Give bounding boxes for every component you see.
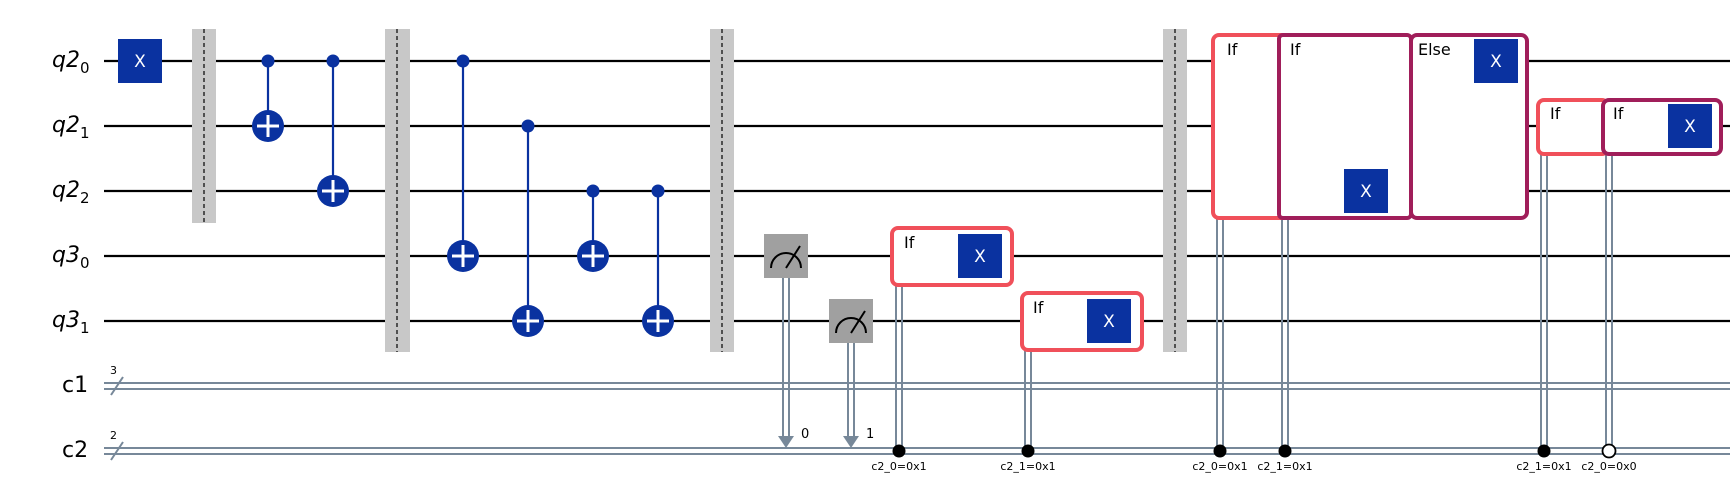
cnot-q2-2-q3-1 bbox=[642, 184, 674, 337]
x-gate bbox=[1344, 169, 1388, 213]
control-dot bbox=[261, 54, 275, 68]
barriers bbox=[192, 29, 1187, 352]
classical-wires: 3 2 bbox=[104, 364, 1730, 461]
condition-label: c2_1=0x1 bbox=[1257, 460, 1312, 473]
condition-dot bbox=[1021, 444, 1035, 458]
condition-label: c2_1=0x1 bbox=[1000, 460, 1055, 473]
condition-label: c2_0=0x0 bbox=[1581, 460, 1636, 473]
condition-dot bbox=[892, 444, 906, 458]
measure-bit-0: 0 bbox=[801, 427, 809, 442]
if-block-q3-1: If X c2_1=0x1 bbox=[1000, 291, 1144, 473]
condition-open-dot bbox=[1601, 443, 1617, 459]
cnot-q2-2-q3-0 bbox=[577, 184, 609, 272]
c1-bus-slash bbox=[110, 376, 124, 396]
x-gate bbox=[1087, 299, 1131, 343]
register-labels: q20 q21 q22 q30 q31 c1 c2 bbox=[52, 48, 90, 463]
if-label: If bbox=[1613, 104, 1624, 123]
svg-text:X: X bbox=[1490, 52, 1502, 72]
svg-text:X: X bbox=[134, 52, 146, 72]
control-dot bbox=[586, 184, 600, 198]
svg-text:X: X bbox=[1360, 182, 1372, 202]
c2-bus-slash bbox=[110, 441, 124, 461]
label-q2-2: q22 bbox=[52, 178, 90, 207]
label-q2-0: q20 bbox=[52, 48, 90, 77]
meter-icon bbox=[770, 252, 802, 269]
if-label: If bbox=[904, 233, 915, 252]
nested-if-block-2: If If X c2_1=0x1 c2_0=0x0 bbox=[1516, 98, 1723, 473]
else-label: Else bbox=[1418, 40, 1451, 59]
label-q2-1: q21 bbox=[52, 113, 90, 142]
condition-label: c2_1=0x1 bbox=[1516, 460, 1571, 473]
condition-label: c2_0=0x1 bbox=[1192, 460, 1247, 473]
condition-dot bbox=[1213, 444, 1227, 458]
svg-text:X: X bbox=[974, 247, 986, 267]
if-label: If bbox=[1290, 40, 1301, 59]
c2-width: 2 bbox=[110, 429, 117, 442]
condition-dot bbox=[1278, 444, 1292, 458]
c1-width: 3 bbox=[110, 364, 117, 377]
x-gate-q2-0: X bbox=[118, 39, 162, 83]
x-gate bbox=[958, 234, 1002, 278]
arrow-down-icon bbox=[778, 436, 794, 448]
if-block-q3-0: If X c2_0=0x1 bbox=[871, 226, 1014, 473]
x-gate bbox=[1474, 39, 1518, 83]
condition-dot bbox=[1537, 444, 1551, 458]
label-c2: c2 bbox=[62, 438, 88, 463]
svg-text:X: X bbox=[1684, 117, 1696, 137]
meter-icon bbox=[835, 317, 867, 334]
cnot-q2-0-q2-2 bbox=[317, 54, 349, 207]
control-dot bbox=[326, 54, 340, 68]
measure-q3-0: 0 bbox=[764, 234, 809, 448]
if-label: If bbox=[1550, 104, 1561, 123]
control-dot bbox=[456, 54, 470, 68]
condition-label: c2_0=0x1 bbox=[871, 460, 926, 473]
nested-if-else-block: If If Else X X c2_0=0x1 c2_1=0x1 bbox=[1192, 33, 1529, 473]
label-q3-1: q31 bbox=[52, 308, 90, 337]
arrow-down-icon bbox=[843, 436, 859, 448]
cnot-q2-0-q3-0 bbox=[447, 54, 479, 272]
cnot-q2-1-q3-1 bbox=[512, 119, 544, 337]
if-label: If bbox=[1033, 298, 1044, 317]
measure-bit-1: 1 bbox=[866, 427, 874, 442]
x-gate bbox=[1668, 104, 1712, 148]
measure-q3-1: 1 bbox=[829, 299, 874, 448]
label-c1: c1 bbox=[62, 373, 88, 398]
label-q3-0: q30 bbox=[52, 243, 90, 272]
control-dot bbox=[651, 184, 665, 198]
if-label: If bbox=[1227, 40, 1238, 59]
control-dot bbox=[521, 119, 535, 133]
svg-text:X: X bbox=[1103, 312, 1115, 332]
cnot-q2-0-q2-1 bbox=[252, 54, 284, 142]
outer-if-box bbox=[1536, 98, 1610, 156]
